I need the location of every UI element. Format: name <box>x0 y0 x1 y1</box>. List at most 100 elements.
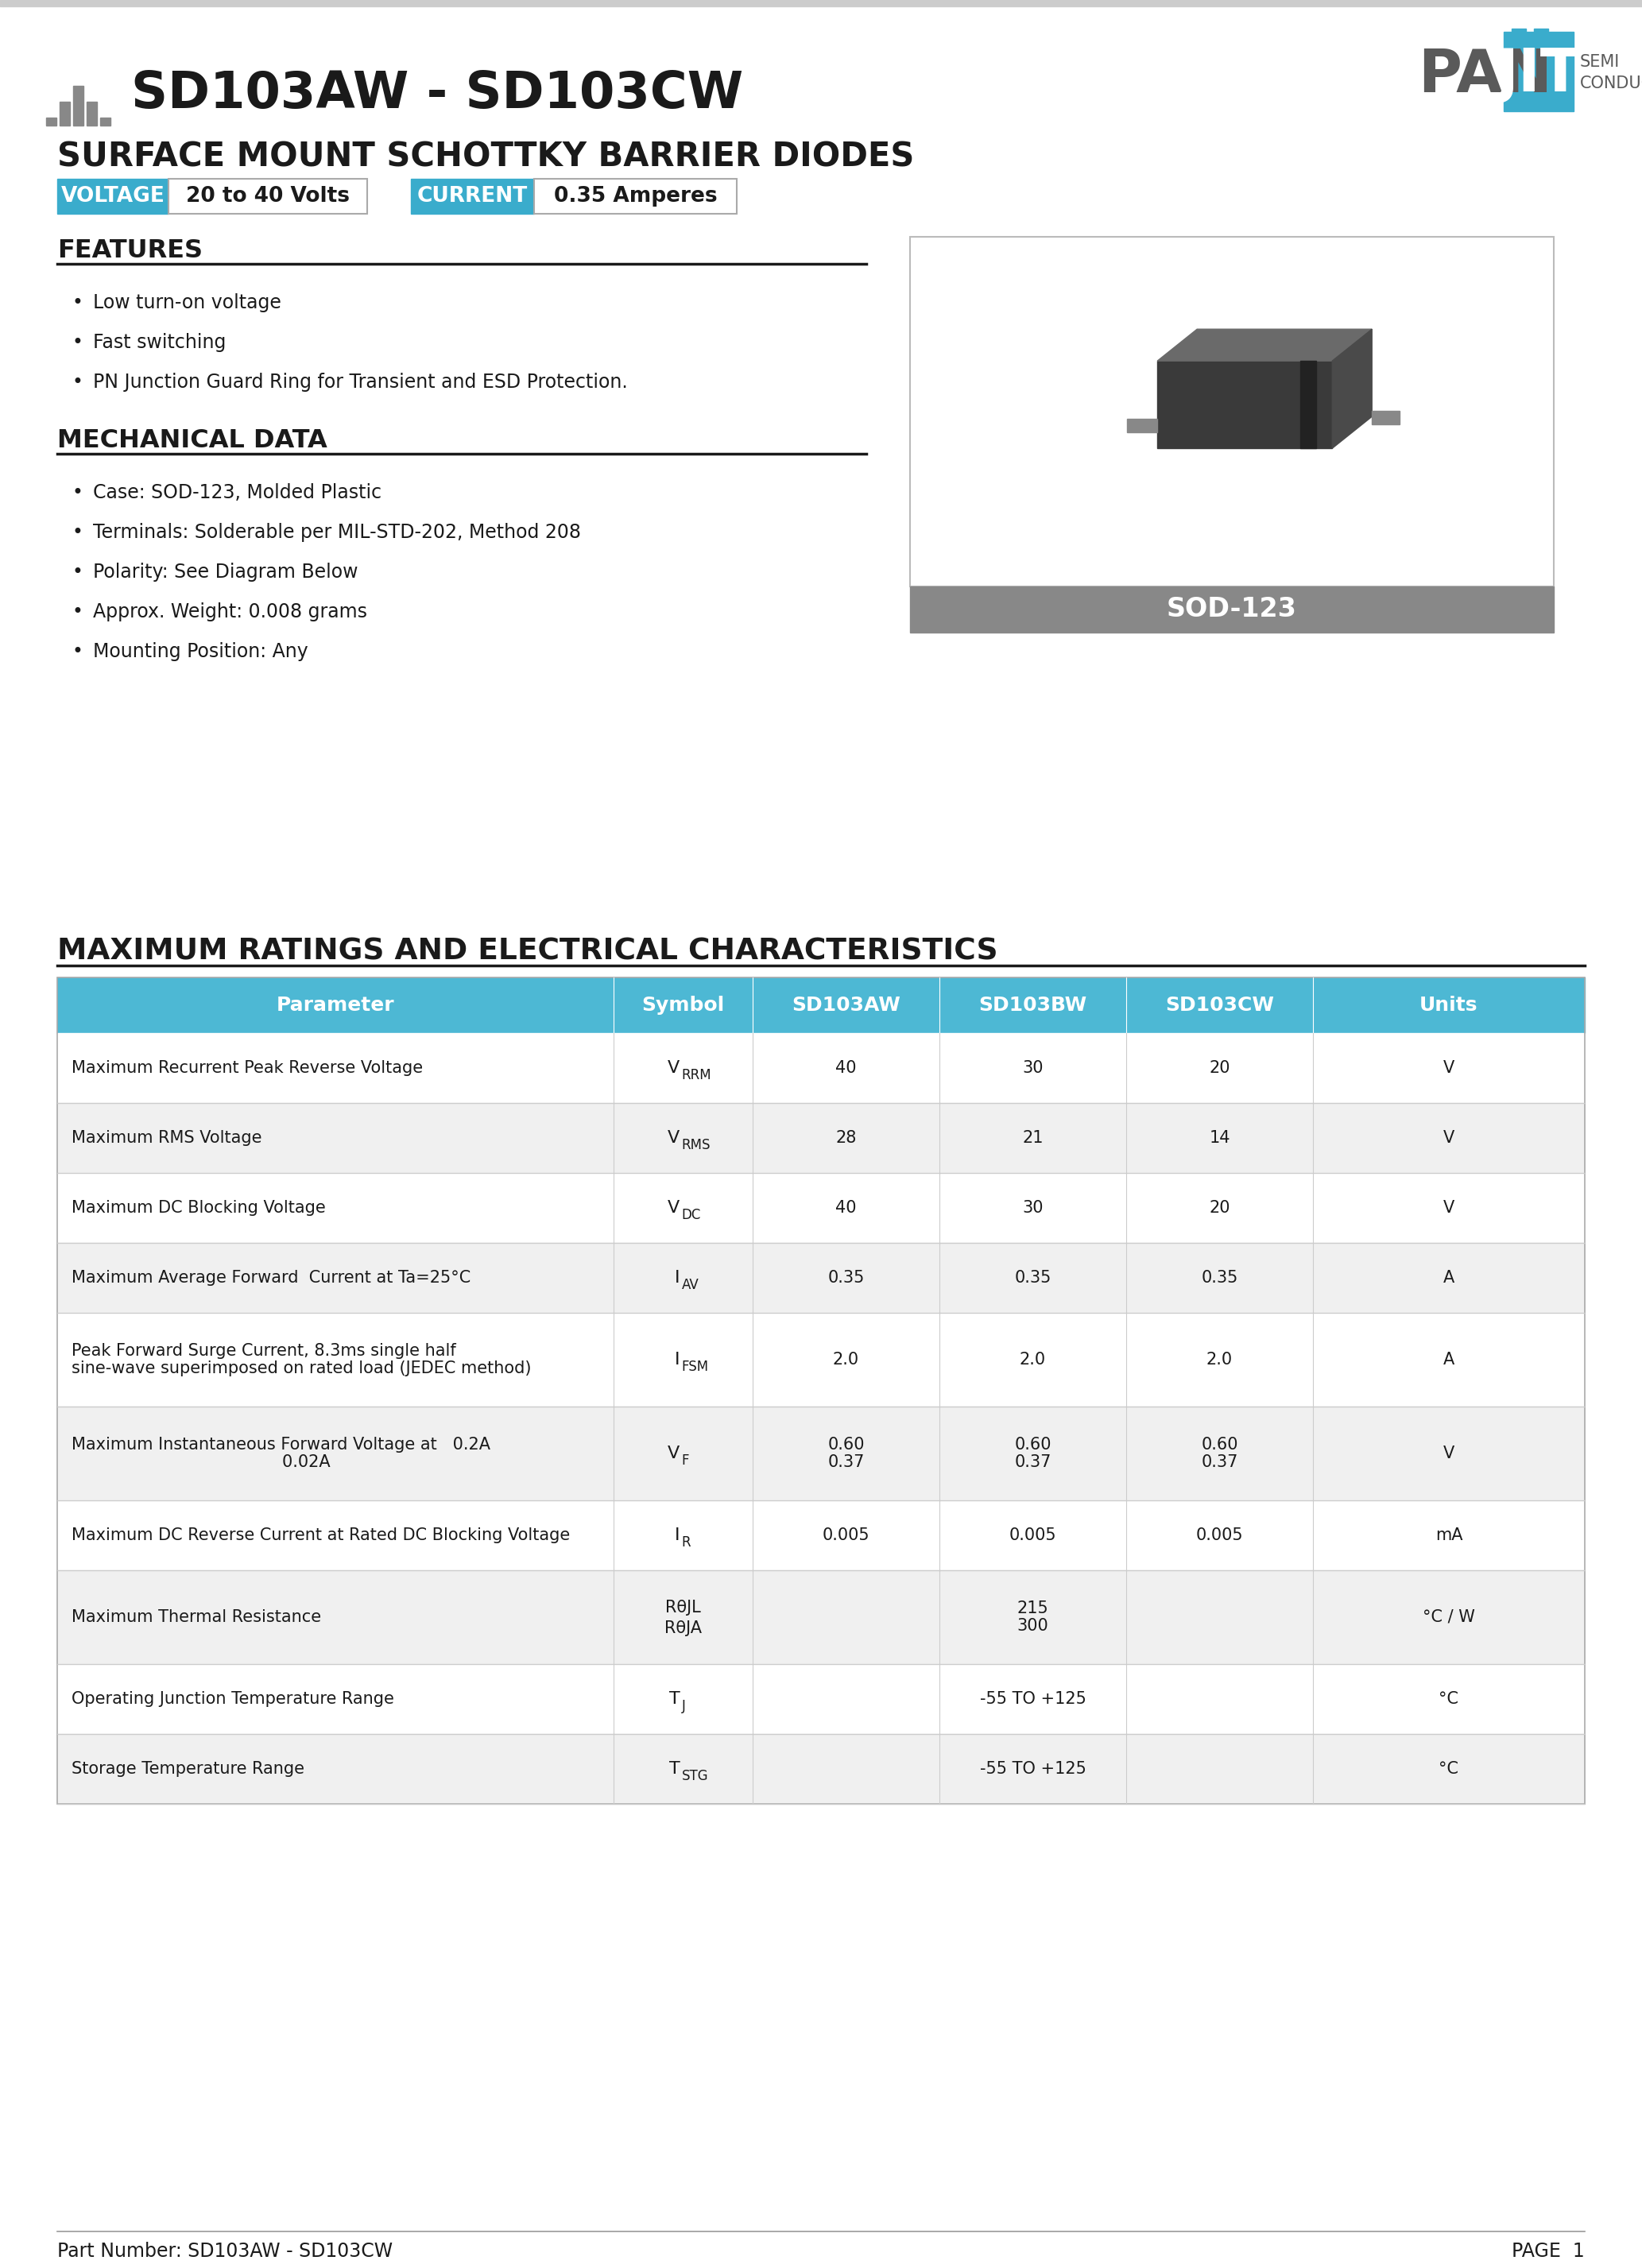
Text: Terminals: Solderable per MIL-STD-202, Method 208: Terminals: Solderable per MIL-STD-202, M… <box>94 524 581 542</box>
Bar <box>57 1569 1585 1665</box>
Polygon shape <box>1126 420 1158 433</box>
Bar <box>169 179 368 213</box>
Bar <box>59 102 71 125</box>
Text: 0.37: 0.37 <box>1015 1454 1051 1470</box>
Bar <box>57 1313 1585 1406</box>
Bar <box>1504 32 1573 111</box>
Text: V: V <box>1443 1200 1455 1216</box>
Bar <box>57 978 1585 1034</box>
Bar <box>57 1501 1585 1569</box>
Text: 2.0: 2.0 <box>1020 1352 1046 1368</box>
Text: -55 TO +125: -55 TO +125 <box>980 1692 1085 1708</box>
Text: V: V <box>1443 1059 1455 1075</box>
Text: 300: 300 <box>1016 1617 1049 1633</box>
Bar <box>534 179 737 213</box>
Text: 0.37: 0.37 <box>828 1454 864 1470</box>
Text: I: I <box>675 1526 680 1542</box>
Text: 0.60: 0.60 <box>1200 1436 1238 1454</box>
Bar <box>1534 29 1548 39</box>
Text: 2.0: 2.0 <box>832 1352 859 1368</box>
Text: DC: DC <box>681 1209 701 1222</box>
Text: Maximum DC Blocking Voltage: Maximum DC Blocking Voltage <box>72 1200 325 1216</box>
Text: J: J <box>681 1699 685 1712</box>
Text: Units: Units <box>1420 996 1478 1014</box>
Text: Maximum Recurrent Peak Reverse Voltage: Maximum Recurrent Peak Reverse Voltage <box>72 1059 424 1075</box>
Text: T: T <box>668 1692 680 1708</box>
Text: I: I <box>675 1352 680 1368</box>
Text: SURFACE MOUNT SCHOTTKY BARRIER DIODES: SURFACE MOUNT SCHOTTKY BARRIER DIODES <box>57 141 915 175</box>
Bar <box>46 118 56 125</box>
Text: SD103CW: SD103CW <box>1166 996 1274 1014</box>
Text: 0.37: 0.37 <box>1202 1454 1238 1470</box>
Text: PAN: PAN <box>1419 45 1552 104</box>
Text: V: V <box>1443 1129 1455 1145</box>
Text: Operating Junction Temperature Range: Operating Junction Temperature Range <box>72 1692 394 1708</box>
Text: 215: 215 <box>1016 1601 1049 1617</box>
Text: 20: 20 <box>1209 1059 1230 1075</box>
Text: 40: 40 <box>836 1200 857 1216</box>
Text: °C: °C <box>1438 1760 1458 1776</box>
Text: FEATURES: FEATURES <box>57 238 202 263</box>
Bar <box>100 118 110 125</box>
Bar <box>57 1034 1585 1102</box>
Text: CONDUCTOR: CONDUCTOR <box>1580 75 1642 91</box>
Text: •: • <box>72 562 82 581</box>
Text: SEMI: SEMI <box>1580 54 1621 70</box>
Text: PAGE  1: PAGE 1 <box>1512 2241 1585 2261</box>
Bar <box>57 1173 1585 1243</box>
Text: A: A <box>1443 1352 1455 1368</box>
Text: Case: SOD-123, Molded Plastic: Case: SOD-123, Molded Plastic <box>94 483 381 501</box>
Text: Polarity: See Diagram Below: Polarity: See Diagram Below <box>94 562 358 581</box>
Text: SOD-123: SOD-123 <box>1167 596 1297 624</box>
Text: Parameter: Parameter <box>276 996 394 1014</box>
Text: V: V <box>668 1200 680 1216</box>
Text: V: V <box>668 1059 680 1075</box>
Text: 0.005: 0.005 <box>1195 1526 1243 1542</box>
Polygon shape <box>1300 361 1317 449</box>
Bar <box>910 236 1553 587</box>
Text: •: • <box>72 524 82 542</box>
Text: 2.0: 2.0 <box>1207 1352 1233 1368</box>
Text: Peak Forward Surge Current, 8.3ms single half: Peak Forward Surge Current, 8.3ms single… <box>72 1343 456 1359</box>
Text: RRM: RRM <box>681 1068 711 1082</box>
Text: Maximum Thermal Resistance: Maximum Thermal Resistance <box>72 1610 322 1626</box>
Text: T: T <box>668 1760 680 1776</box>
Text: JIT: JIT <box>1496 45 1581 104</box>
Text: 20 to 40 Volts: 20 to 40 Volts <box>186 186 350 206</box>
Text: SD103AW - SD103CW: SD103AW - SD103CW <box>131 68 744 118</box>
Text: V: V <box>668 1445 680 1461</box>
Bar <box>0 0 1642 7</box>
Text: 0.35: 0.35 <box>828 1270 864 1286</box>
Polygon shape <box>1332 329 1373 449</box>
Text: MAXIMUM RATINGS AND ELECTRICAL CHARACTERISTICS: MAXIMUM RATINGS AND ELECTRICAL CHARACTER… <box>57 937 998 966</box>
Polygon shape <box>1158 361 1332 449</box>
Text: FSM: FSM <box>681 1361 709 1374</box>
Text: VOLTAGE: VOLTAGE <box>61 186 164 206</box>
Bar <box>57 1102 1585 1173</box>
Bar <box>410 179 534 213</box>
Text: Symbol: Symbol <box>642 996 724 1014</box>
Text: Approx. Weight: 0.008 grams: Approx. Weight: 0.008 grams <box>94 603 368 621</box>
Text: PN Junction Guard Ring for Transient and ESD Protection.: PN Junction Guard Ring for Transient and… <box>94 372 627 392</box>
Text: 30: 30 <box>1023 1059 1043 1075</box>
Text: •: • <box>72 293 82 313</box>
Text: SD103AW: SD103AW <box>791 996 900 1014</box>
Text: °C / W: °C / W <box>1422 1610 1475 1626</box>
Text: RθJL: RθJL <box>665 1599 701 1615</box>
Text: 20: 20 <box>1209 1200 1230 1216</box>
Text: •: • <box>72 372 82 392</box>
Text: V: V <box>1443 1445 1455 1461</box>
Bar <box>57 978 1585 1803</box>
Text: 0.35: 0.35 <box>1202 1270 1238 1286</box>
Text: 0.005: 0.005 <box>1010 1526 1056 1542</box>
Text: 0.02A: 0.02A <box>72 1454 330 1470</box>
Text: 28: 28 <box>836 1129 857 1145</box>
Text: Maximum Average Forward  Current at Ta=25°C: Maximum Average Forward Current at Ta=25… <box>72 1270 471 1286</box>
Text: R: R <box>681 1535 691 1549</box>
Text: SD103BW: SD103BW <box>979 996 1087 1014</box>
Text: •: • <box>72 603 82 621</box>
Text: 0.005: 0.005 <box>823 1526 870 1542</box>
Text: Mounting Position: Any: Mounting Position: Any <box>94 642 309 662</box>
Text: 40: 40 <box>836 1059 857 1075</box>
Polygon shape <box>1158 329 1373 361</box>
